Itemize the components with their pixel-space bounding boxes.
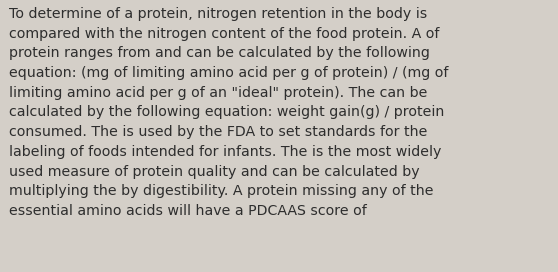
Text: To determine of a protein, nitrogen retention in the body is
compared with the n: To determine of a protein, nitrogen rete… [9,7,448,218]
